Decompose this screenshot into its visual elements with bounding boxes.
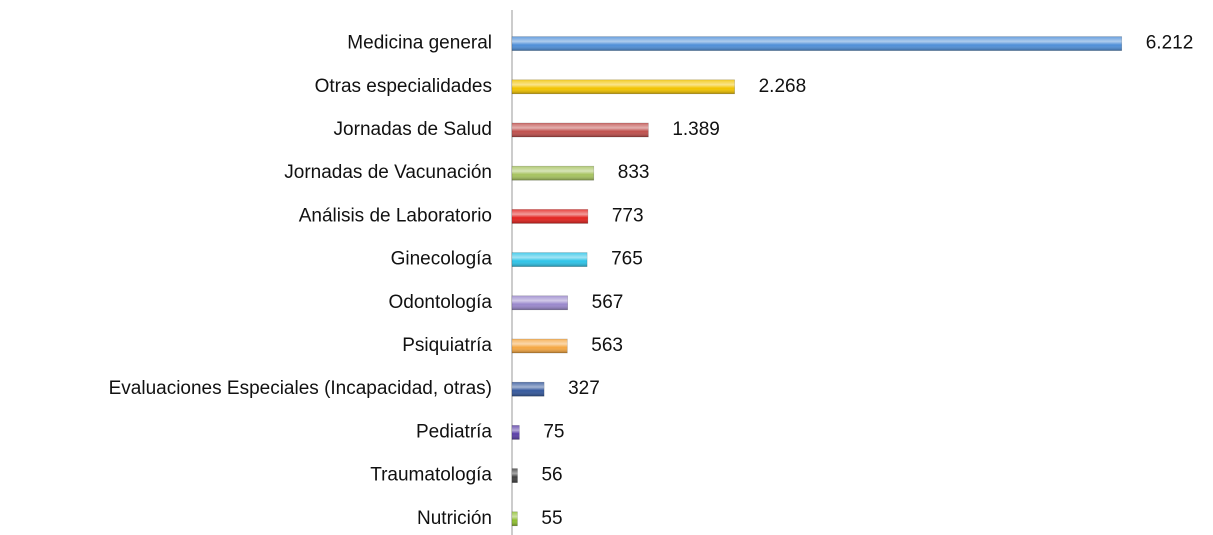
- bar-shine: [512, 468, 518, 483]
- value-label: 56: [541, 465, 562, 486]
- category-label: Análisis de Laboratorio: [299, 205, 492, 226]
- value-label: 327: [568, 378, 600, 399]
- category-label: Ginecología: [391, 249, 493, 270]
- category-label: Jornadas de Salud: [334, 119, 492, 140]
- category-label: Pediatría: [416, 421, 492, 442]
- value-label: 6.212: [1146, 33, 1194, 54]
- bar-shine: [512, 166, 594, 181]
- category-label: Traumatología: [370, 465, 492, 486]
- category-label: Jornadas de Vacunación: [284, 162, 492, 183]
- value-label: 833: [618, 162, 650, 183]
- bar-shine: [512, 123, 649, 137]
- bar-shine: [512, 209, 588, 224]
- bar-shine: [512, 36, 1122, 51]
- category-label: Psiquiatría: [402, 335, 492, 356]
- value-label: 765: [611, 249, 643, 270]
- value-label: 55: [541, 508, 562, 529]
- bar-shine: [512, 252, 588, 267]
- category-label: Otras especialidades: [315, 76, 492, 97]
- value-label: 75: [543, 421, 564, 442]
- category-label: Odontología: [388, 292, 492, 313]
- value-label: 1.389: [672, 119, 720, 140]
- value-label: 773: [612, 205, 644, 226]
- bar-shine: [512, 382, 545, 397]
- value-label: 2.268: [759, 76, 807, 97]
- bar-shine: [512, 295, 568, 310]
- category-label: Nutrición: [417, 508, 492, 529]
- bar-shine: [512, 425, 520, 440]
- category-label: Medicina general: [347, 33, 492, 54]
- bar-shine: [512, 339, 568, 353]
- value-label: 567: [592, 292, 624, 313]
- category-label: Evaluaciones Especiales (Incapacidad, ot…: [109, 378, 492, 399]
- bar-shine: [512, 79, 735, 94]
- bar-shine: [512, 511, 518, 526]
- value-label: 563: [591, 335, 623, 356]
